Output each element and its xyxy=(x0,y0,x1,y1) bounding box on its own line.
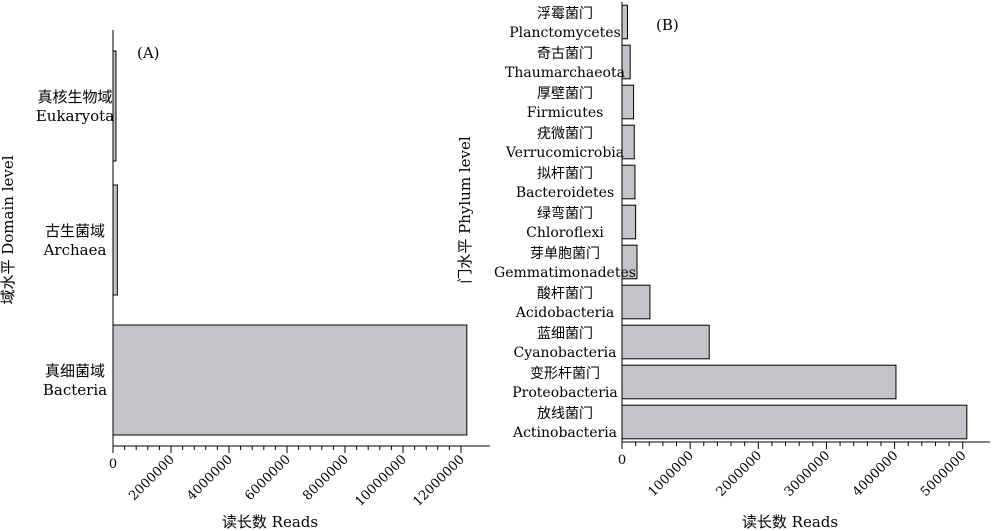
panel-b-bar xyxy=(621,84,635,120)
panel-a-bar xyxy=(112,184,118,296)
panel-b-bar xyxy=(621,324,710,360)
panel-a-x-tick-label: 10000000 xyxy=(352,452,409,509)
panel-b-category-label-en: Chloroflexi xyxy=(526,225,604,241)
panel-b-category-label-en: Planctomycetes xyxy=(509,25,621,41)
panel-b-category-label-zh: 绿弯菌门 xyxy=(537,205,593,222)
panel-b-category-label-en: Thaumarchaeota xyxy=(505,65,625,81)
panel-b-category-label-zh: 变形杆菌门 xyxy=(530,366,600,382)
panel-b-category-label-en: Bacteroidetes xyxy=(516,185,614,201)
panel-b-category-label-zh: 疣微菌门 xyxy=(537,126,593,142)
panel-a-bar xyxy=(112,324,468,436)
panel-a-category-label-en: Bacteria xyxy=(43,381,107,399)
panel-a-category-label-en: Archaea xyxy=(43,241,107,259)
panel-b-category-label-en: Gemmatimonadetes xyxy=(494,265,636,281)
panel-b-category-label-zh: 浮霉菌门 xyxy=(537,6,593,22)
panel-b-x-tick-label: 2000000 xyxy=(714,448,766,500)
panel-b-category-label-en: Cyanobacteria xyxy=(514,345,617,361)
panel-b-category-label-zh: 芽单胞菌门 xyxy=(530,246,600,262)
panel-b-category-label-en: Proteobacteria xyxy=(512,385,617,401)
panel-b-category-label-zh: 厚壁菌门 xyxy=(537,86,593,102)
panel-b-category-label-en: Acidobacteria xyxy=(515,305,614,321)
panel-b-category-label-zh: 奇古菌门 xyxy=(537,45,593,62)
panel-b-category-label-zh: 拟杆菌门 xyxy=(537,166,593,182)
panel-a-bar xyxy=(112,50,117,162)
panel-a-x-tick-label: 6000000 xyxy=(242,452,294,504)
panel-a-category-label-zh: 真核生物域 xyxy=(37,88,112,106)
panel-a-y-axis-title: 域水平 Domain level xyxy=(0,155,17,304)
panel-b-category-label-zh: 酸杆菌门 xyxy=(537,286,593,302)
panel-b-y-axis-title: 门水平 Phylum level xyxy=(456,136,474,283)
panel-b-bar xyxy=(621,284,651,320)
panel-a-category-label-zh: 真细菌域 xyxy=(45,362,105,380)
panel-b-x-tick-label: 0 xyxy=(618,453,626,468)
panel-b-x-tick-label: 1000000 xyxy=(645,448,697,500)
panel-b-category-label-zh: 蓝细菌门 xyxy=(537,326,593,342)
panel-b-category-label-en: Firmicutes xyxy=(527,105,604,121)
panel-b-bar xyxy=(621,4,628,40)
panel-a-x-tick-label: 8000000 xyxy=(300,452,352,504)
panel-b-category-label-en: Actinobacteria xyxy=(512,425,617,441)
panel-b-bar xyxy=(621,204,637,240)
panel-b-bar xyxy=(621,44,631,80)
panel-b-bar xyxy=(621,164,636,200)
panel-a-label: (A) xyxy=(137,44,160,62)
panel-b-x-tick-label: 4000000 xyxy=(850,448,902,500)
panel-a-x-axis-title: 读长数 Reads xyxy=(222,513,318,531)
panel-b-bar xyxy=(621,364,897,400)
panel-b-bar xyxy=(621,124,635,160)
panel-a-x-tick-label: 4000000 xyxy=(184,452,236,504)
panel-b-bar xyxy=(621,244,638,280)
panel-a-x-tick-label: 2000000 xyxy=(126,452,178,504)
panel-b-label: (B) xyxy=(656,16,679,34)
panel-b-category-label-zh: 放线菌门 xyxy=(537,406,593,422)
panel-a-category-label-en: Eukaryota xyxy=(36,107,114,125)
panel-b-x-tick-label: 5000000 xyxy=(918,448,970,500)
panel-b-x-axis-title: 读长数 Reads xyxy=(742,513,838,531)
panel-a-category-label-zh: 古生菌域 xyxy=(45,222,105,240)
panel-a-x-tick-label: 0 xyxy=(109,457,117,472)
panel-b-x-tick-label: 3000000 xyxy=(782,448,834,500)
panel-b-bar xyxy=(621,404,968,440)
panel-b-category-label-en: Verrucomicrobia xyxy=(505,145,624,161)
panel-a-x-tick-label: 12000000 xyxy=(410,452,467,509)
